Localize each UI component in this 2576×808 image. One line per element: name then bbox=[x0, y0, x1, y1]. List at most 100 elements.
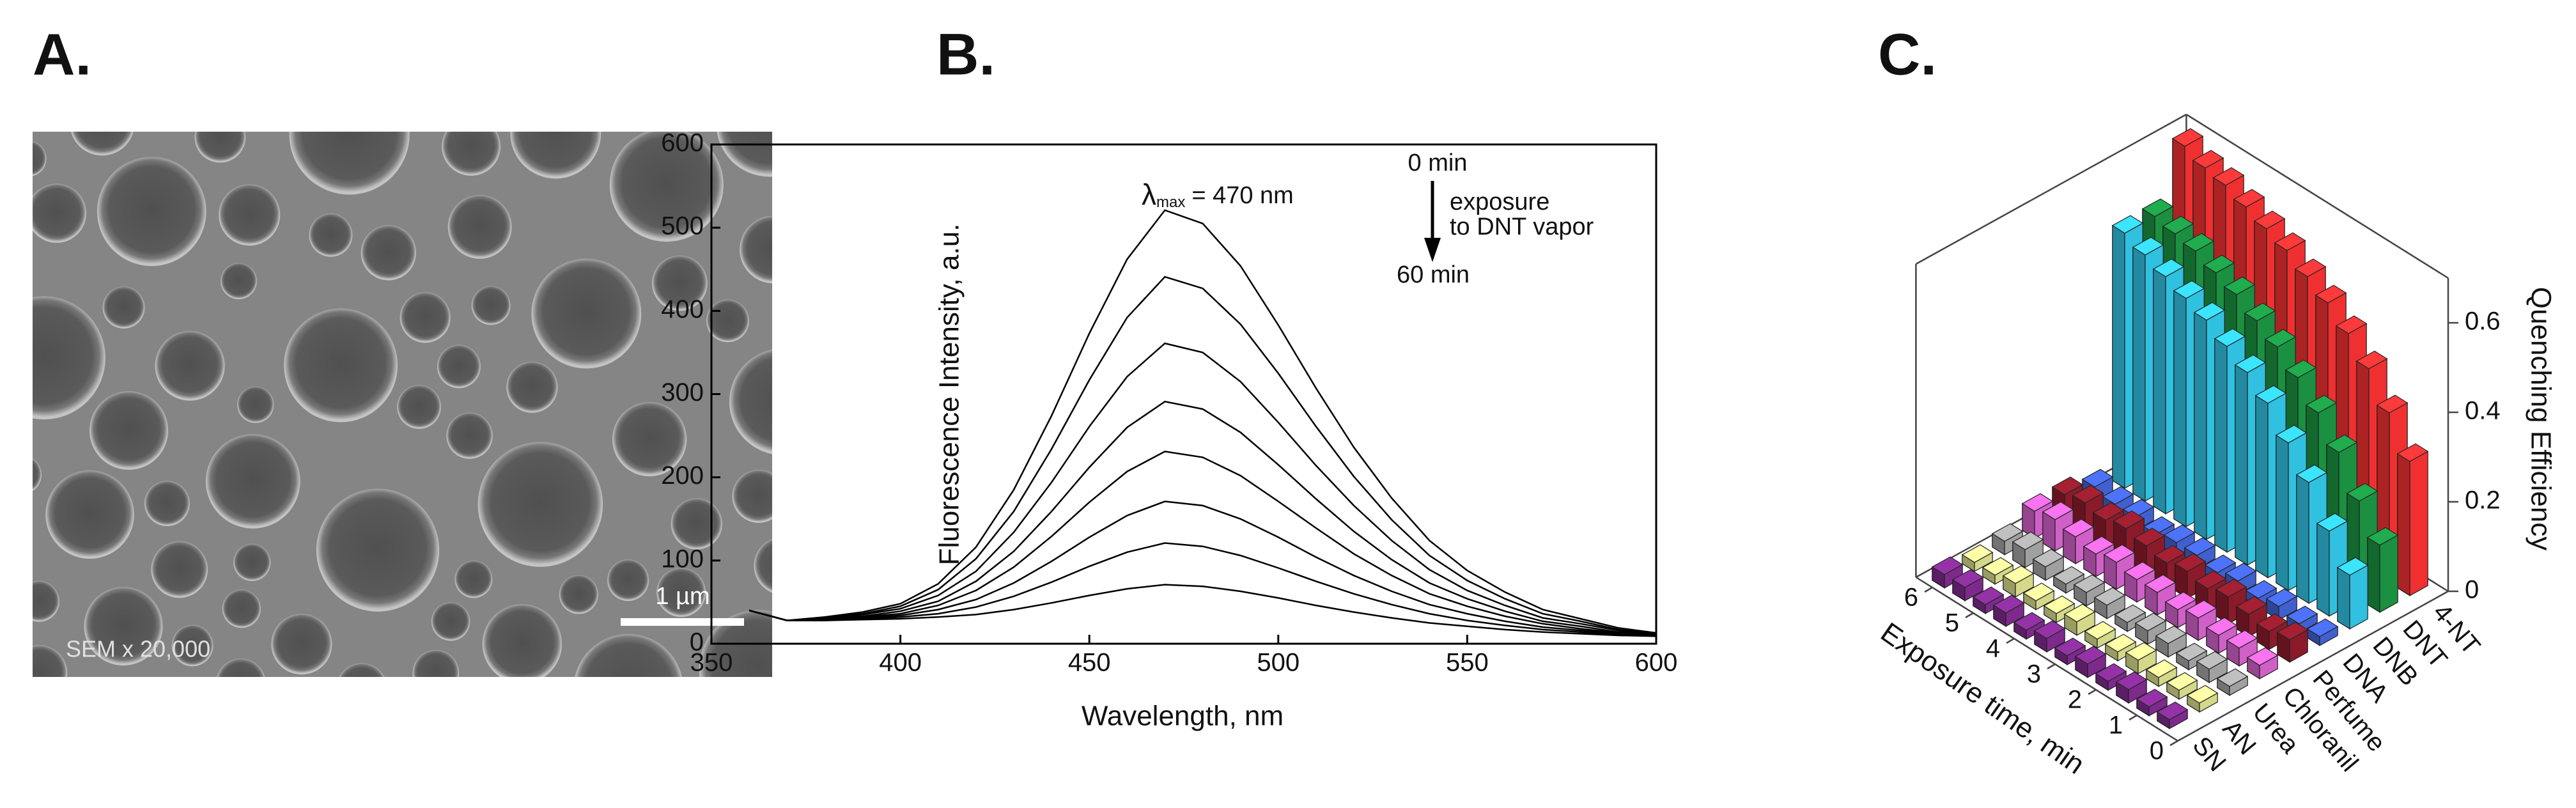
pore bbox=[205, 434, 300, 529]
bar-top bbox=[2042, 501, 2074, 520]
bar-top bbox=[2173, 280, 2205, 299]
bar-side bbox=[2276, 434, 2289, 591]
bar-top bbox=[2115, 671, 2148, 690]
axis-box-edge bbox=[1915, 576, 2178, 742]
bar-top bbox=[2226, 630, 2258, 649]
bar-top bbox=[2113, 510, 2145, 529]
bar-top bbox=[2141, 198, 2174, 217]
bar-side bbox=[2235, 364, 2248, 566]
bar-top bbox=[2081, 469, 2114, 488]
x-tick bbox=[2129, 714, 2138, 721]
bar-top bbox=[2111, 215, 2144, 234]
bar-top bbox=[2306, 618, 2339, 637]
bar-top bbox=[1982, 557, 2014, 576]
bar-top bbox=[2013, 612, 2045, 631]
spectrum-line bbox=[749, 400, 1657, 635]
x-tick-label: 6 bbox=[1904, 584, 1918, 612]
pore bbox=[151, 541, 208, 598]
bar-top bbox=[2276, 621, 2309, 641]
x-tick bbox=[2169, 740, 2178, 747]
pore bbox=[446, 412, 493, 459]
bar-top bbox=[2346, 483, 2378, 502]
bar-top bbox=[1972, 586, 2005, 605]
pore bbox=[447, 194, 512, 259]
pore bbox=[221, 263, 257, 300]
bar-side bbox=[2316, 522, 2330, 617]
y-tick-label: 300 bbox=[661, 378, 704, 407]
pore bbox=[33, 183, 86, 243]
annotation: λmax = 470 nm bbox=[1142, 178, 1294, 211]
annotation: exposure bbox=[1450, 189, 1549, 215]
pore bbox=[171, 625, 213, 667]
bar-top bbox=[2253, 210, 2286, 229]
x-tick bbox=[1924, 586, 1933, 593]
bar-top bbox=[2186, 685, 2219, 704]
y-tick-label: 500 bbox=[661, 212, 704, 240]
x-tick-label: 350 bbox=[690, 649, 733, 677]
z-tick-label: 0.6 bbox=[2465, 307, 2501, 336]
bar-top bbox=[2336, 557, 2369, 576]
scale-bar-label: 1 µm bbox=[655, 583, 710, 610]
pore bbox=[84, 587, 163, 666]
bar-top bbox=[2316, 513, 2348, 532]
bar-top bbox=[2032, 548, 2065, 568]
bar-top bbox=[2136, 688, 2168, 708]
x-tick bbox=[1965, 612, 1974, 619]
bar-top bbox=[2163, 524, 2196, 543]
bar-top bbox=[2054, 637, 2086, 656]
bar-top bbox=[2155, 625, 2187, 644]
x-tick-label: 450 bbox=[1068, 649, 1111, 677]
pore bbox=[706, 299, 749, 343]
x-tick-label: 550 bbox=[1446, 649, 1489, 677]
annotation: λ bbox=[1142, 178, 1156, 211]
bar-top bbox=[2012, 531, 2044, 550]
bar-top bbox=[2174, 553, 2207, 572]
bar-top bbox=[2144, 574, 2176, 593]
bar-side bbox=[2367, 536, 2380, 613]
z-axis-label: Quenching Efficiency bbox=[2525, 287, 2556, 551]
bar-top bbox=[2103, 544, 2136, 563]
axis-box-edge bbox=[2177, 590, 2449, 742]
bar-top bbox=[2123, 561, 2156, 580]
bar-top bbox=[2184, 537, 2216, 556]
pore bbox=[45, 470, 134, 559]
pore bbox=[233, 543, 271, 581]
x-tick bbox=[2047, 663, 2056, 670]
bar-top bbox=[2325, 434, 2358, 453]
z-tick-label: 0.2 bbox=[2465, 486, 2501, 515]
x-tick bbox=[2088, 688, 2097, 695]
bar-side bbox=[2132, 246, 2146, 502]
bar-top bbox=[2294, 258, 2327, 277]
bar-top bbox=[2043, 595, 2076, 614]
bar-top bbox=[2092, 502, 2125, 521]
bar-top bbox=[1992, 594, 2025, 614]
pore bbox=[284, 308, 398, 423]
bar-top bbox=[2275, 424, 2308, 444]
bar-top bbox=[2093, 587, 2126, 606]
bar-top bbox=[2274, 232, 2306, 251]
pore bbox=[482, 604, 563, 677]
bar-side bbox=[2337, 566, 2350, 630]
bar-top bbox=[2052, 566, 2085, 585]
bar-top bbox=[2235, 596, 2268, 615]
pore bbox=[33, 141, 47, 176]
pore bbox=[33, 645, 68, 677]
annotation: 0 min bbox=[1408, 150, 1468, 176]
spectrum-line bbox=[749, 501, 1657, 637]
bar-top bbox=[2244, 302, 2276, 322]
bar-top bbox=[2264, 329, 2297, 348]
z-tick-label: 0.4 bbox=[2465, 397, 2501, 425]
pore bbox=[477, 442, 603, 567]
bar-top bbox=[2171, 128, 2204, 147]
bar-top bbox=[2114, 604, 2146, 623]
bar-top bbox=[2002, 565, 2035, 584]
pore bbox=[431, 602, 470, 641]
pore bbox=[575, 633, 682, 677]
bar-top bbox=[1931, 556, 1964, 575]
bar-top bbox=[2355, 350, 2388, 369]
bar-top bbox=[2033, 620, 2066, 639]
bar-top bbox=[2204, 554, 2237, 573]
bar-top bbox=[2084, 621, 2116, 640]
bar-top bbox=[2152, 258, 2185, 277]
pore bbox=[155, 330, 225, 401]
